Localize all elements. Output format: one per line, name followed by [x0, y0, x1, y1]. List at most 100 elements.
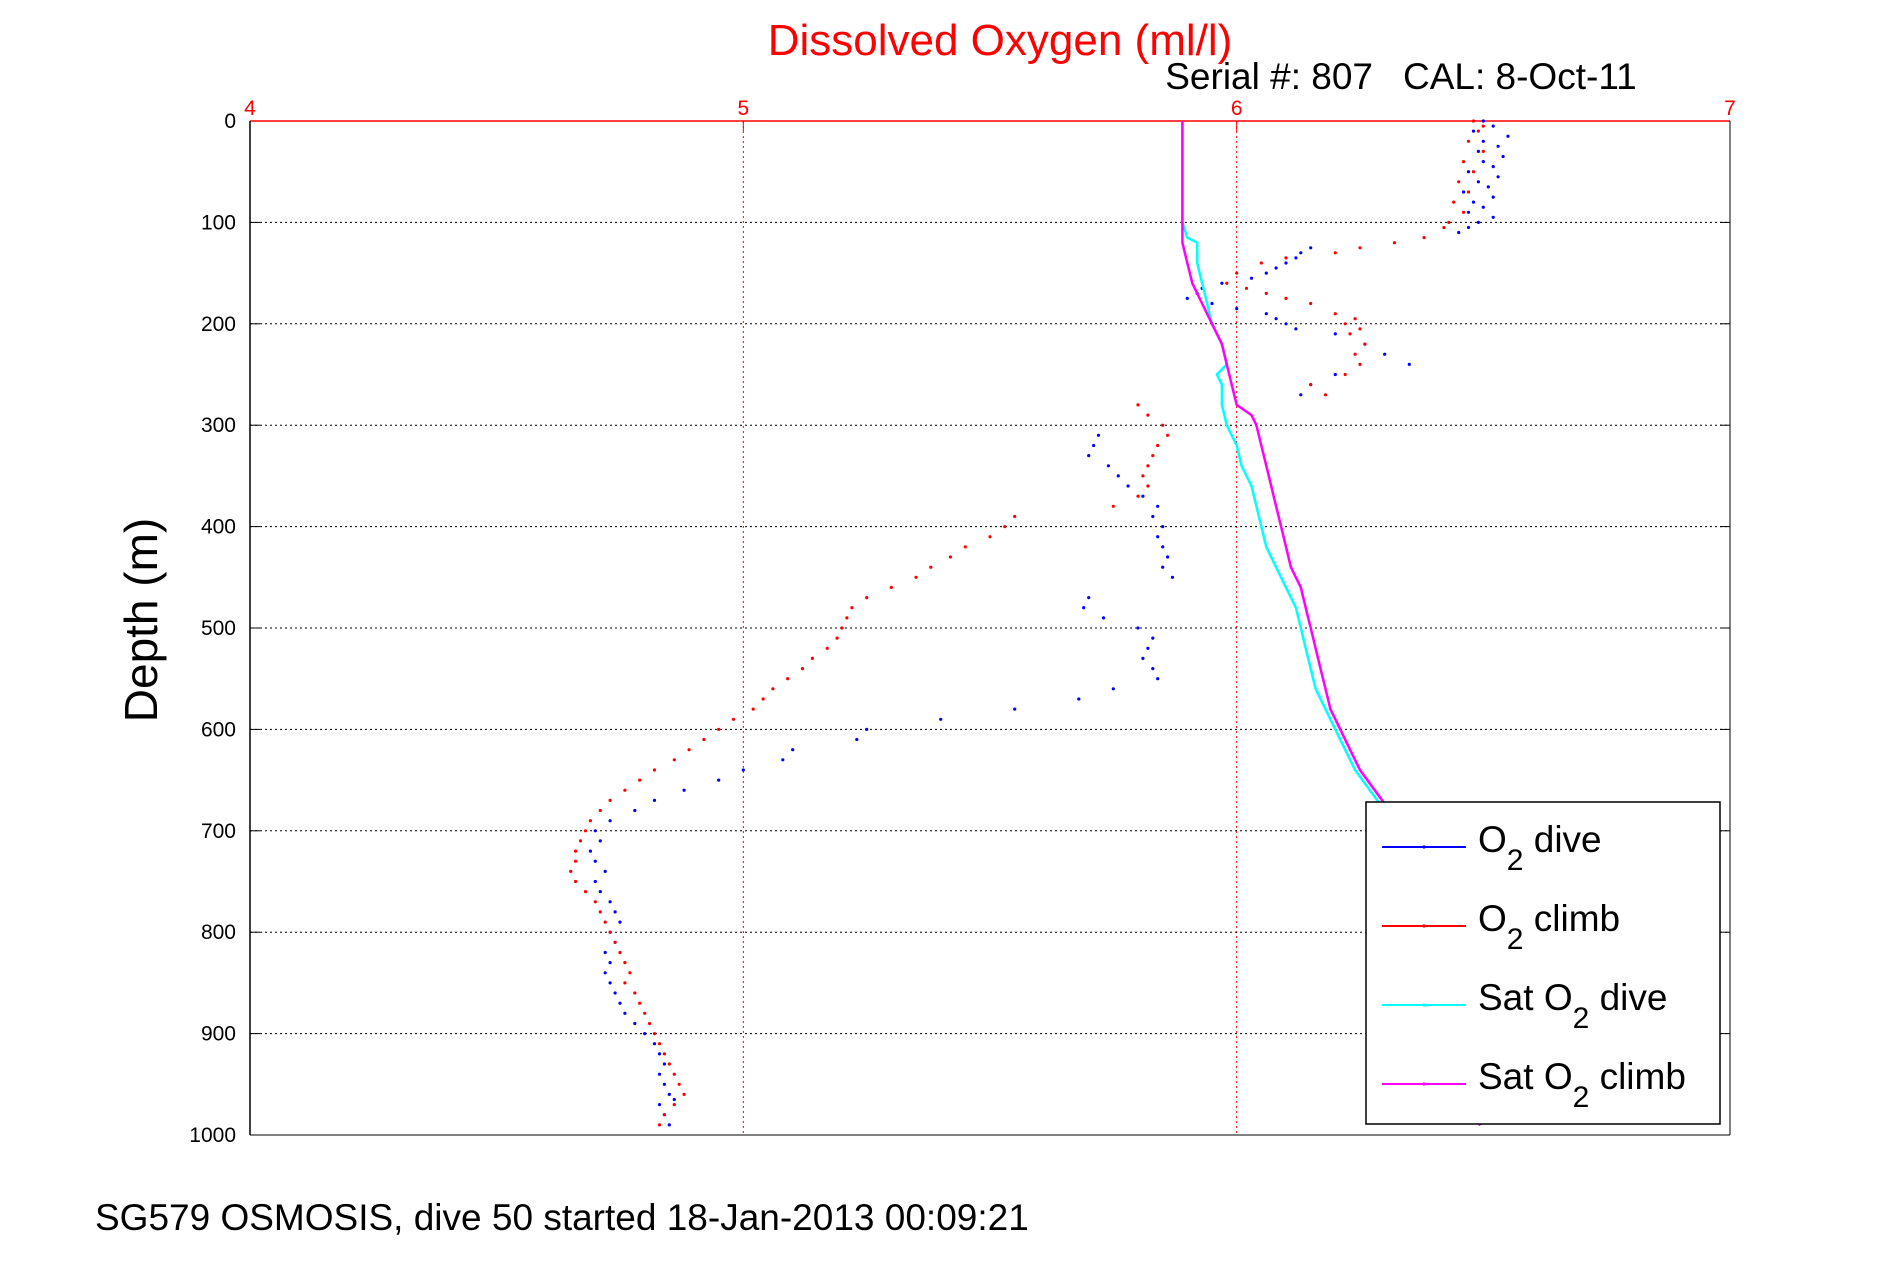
chart-calibration-date: CAL: 8-Oct-11 — [1403, 56, 1637, 97]
data-point — [1496, 144, 1500, 148]
data-point — [800, 667, 805, 671]
data-point — [1166, 433, 1170, 437]
data-point — [1309, 383, 1313, 387]
data-point — [1111, 687, 1115, 691]
y-tick-label: 200 — [201, 313, 236, 336]
data-point — [1284, 296, 1288, 300]
series-o2-climb — [569, 119, 1485, 1127]
y-tick-label: 0 — [224, 110, 236, 133]
data-point — [643, 1011, 647, 1015]
data-point — [1333, 332, 1337, 336]
data-point — [939, 717, 943, 721]
x-tick-label: 4 — [244, 97, 256, 120]
data-point — [613, 910, 617, 914]
legend-item: O2 climb — [1382, 898, 1620, 956]
legend-label-rest: climb — [1589, 1056, 1686, 1097]
data-point — [1333, 312, 1337, 316]
data-point — [608, 961, 612, 965]
data-point — [593, 879, 597, 884]
data-point — [751, 707, 755, 711]
data-point — [1452, 200, 1456, 204]
legend-item: Sat O2 dive — [1382, 977, 1667, 1035]
data-point — [1161, 525, 1165, 529]
legend-item: O2 dive — [1382, 819, 1602, 877]
data-point — [603, 869, 607, 874]
data-point — [1151, 667, 1155, 671]
legend-item: Sat O2 climb — [1382, 1056, 1686, 1114]
data-point — [603, 920, 607, 924]
legend-swatch-marker — [1422, 1082, 1426, 1086]
data-point — [1170, 575, 1175, 579]
data-point — [1077, 697, 1081, 701]
data-point — [1506, 134, 1510, 138]
legend-label-main: O — [1478, 898, 1507, 939]
data-point — [1481, 124, 1485, 128]
data-point — [623, 961, 627, 965]
legend-box — [1365, 801, 1721, 1125]
data-point — [652, 798, 657, 803]
data-point — [598, 910, 602, 914]
data-point — [1126, 484, 1130, 488]
data-point — [648, 1021, 652, 1026]
legend-label-main: O — [1478, 819, 1507, 860]
data-point — [781, 758, 785, 762]
legend-label: O2 climb — [1478, 898, 1620, 956]
data-point — [1471, 170, 1476, 174]
data-point — [1111, 504, 1115, 508]
data-point — [672, 1103, 676, 1107]
data-point — [1156, 535, 1160, 539]
data-point — [574, 859, 578, 863]
data-point — [1476, 220, 1480, 224]
data-point — [1323, 393, 1328, 397]
data-point — [628, 971, 632, 975]
legend-swatch-marker — [1422, 845, 1426, 849]
data-point — [963, 545, 967, 549]
footer-text: SG579 OSMOSIS, dive 50 started 18-Jan-20… — [95, 1197, 1029, 1238]
y-tick-label: 500 — [201, 617, 236, 640]
legend-label-rest: climb — [1523, 898, 1620, 939]
data-point — [574, 879, 578, 884]
data-point — [657, 1123, 662, 1127]
data-point — [1116, 474, 1120, 478]
data-point — [643, 1032, 647, 1036]
data-point — [1353, 317, 1357, 321]
data-point — [598, 808, 602, 813]
data-point — [835, 636, 839, 640]
data-point — [1284, 256, 1288, 260]
data-point — [1476, 129, 1480, 133]
data-point — [588, 849, 593, 853]
data-point — [1462, 190, 1466, 194]
x-tick-label: 7 — [1724, 97, 1736, 120]
data-point — [1259, 261, 1263, 265]
data-point — [1466, 139, 1471, 143]
data-point — [1264, 291, 1268, 295]
data-point — [1481, 149, 1485, 153]
data-point — [840, 626, 844, 630]
data-point — [1264, 271, 1268, 275]
data-point — [865, 596, 869, 600]
data-point — [1161, 423, 1165, 427]
legend-label: O2 dive — [1478, 819, 1602, 877]
data-point — [1447, 220, 1451, 224]
data-point — [1491, 124, 1495, 128]
data-point — [1146, 484, 1150, 488]
data-point — [1348, 332, 1352, 336]
data-point — [1136, 403, 1140, 407]
data-point — [786, 677, 790, 681]
data-point — [1358, 246, 1362, 250]
data-point — [574, 849, 578, 853]
data-point — [1096, 433, 1101, 437]
data-point — [1225, 281, 1229, 285]
data-point — [687, 748, 691, 752]
data-point — [1363, 342, 1367, 346]
data-point — [845, 616, 849, 620]
data-point — [1333, 372, 1337, 377]
grid — [250, 121, 1730, 1135]
data-point — [583, 829, 588, 833]
y-tick-label: 1000 — [189, 1124, 236, 1147]
data-point — [761, 697, 765, 701]
data-point — [667, 1062, 671, 1066]
data-point — [1156, 443, 1160, 448]
data-point — [1471, 119, 1476, 123]
data-point — [603, 950, 607, 955]
